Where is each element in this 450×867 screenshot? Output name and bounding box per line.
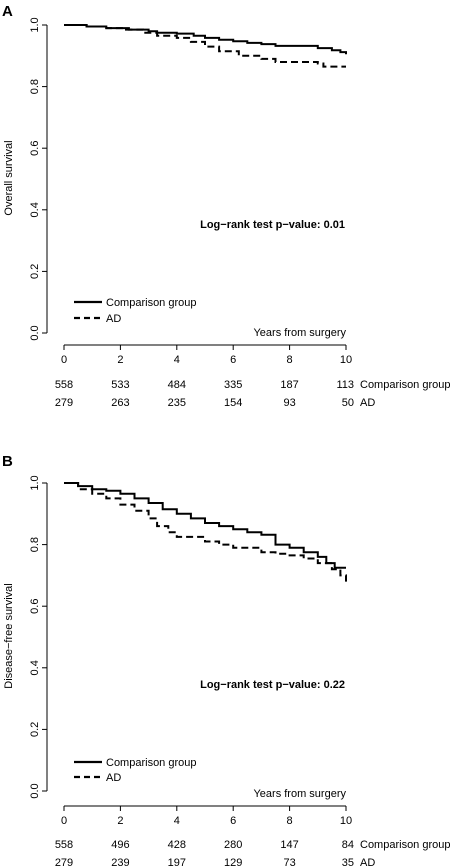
panel-a-risk-value: 187 [280,379,298,391]
panel-b-risk-value: 558 [55,839,73,851]
panel-b-risk-value: 35 [342,857,354,867]
panel-a-risk-value: 533 [111,379,129,391]
panel-b-curve-comparison-group [64,482,346,569]
panel-a-legend: Comparison group AD [74,297,197,325]
panel-b-legend-ad: AD [106,772,121,784]
panel-a-x-tick-label: 10 [340,354,352,366]
panel-b-y-tick-label: 1.0 [29,475,41,490]
panel-b-axes: 0.0 0.2 0.4 0.6 0.8 1.0 0 2 4 6 8 10 [29,475,352,827]
panel-b-risk-value: 84 [342,839,354,851]
panel-b-y-tick-label: 0.0 [29,783,41,798]
panel-b-risk-value: 280 [224,839,242,851]
panel-b-disease-free-survival: B Disease−free survival Log−rank test p−… [2,453,450,867]
panel-a-x-tick-label: 8 [287,354,293,366]
panel-b-risk-value: 496 [111,839,129,851]
panel-a-curves [64,24,347,68]
panel-a-risk-value: 484 [168,379,186,391]
panel-b-x-tick-label: 6 [230,815,236,827]
panel-a-x-axis-title: Years from surgery [253,327,346,339]
panel-b-curves [64,482,347,582]
panel-b-risk-row-label: AD [360,857,375,867]
panel-a-curve-ad [64,24,346,68]
panel-b-x-tick-label: 8 [287,815,293,827]
panel-a-axes: 0.0 0.2 0.4 0.6 0.8 1.0 0 2 4 6 8 10 [29,17,352,366]
panel-a-risk-value: 263 [111,397,129,409]
panel-b-risk-value: 279 [55,857,73,867]
panel-b-risk-value: 239 [111,857,129,867]
panel-b-legend: Comparison group AD [74,757,197,784]
panel-a-y-tick-label: 0.6 [29,141,41,156]
panel-b-y-tick-label: 0.6 [29,599,41,614]
panel-b-risk-value: 197 [168,857,186,867]
panel-b-risk-value: 73 [283,857,295,867]
panel-a-risk-row-label: Comparison group [360,379,450,391]
panel-b-x-tick-label: 4 [174,815,180,827]
panel-a-risk-value: 279 [55,397,73,409]
panel-a-curve-comparison-group [64,24,347,55]
panel-a-x-tick-label: 0 [61,354,67,366]
panel-b-logrank-annotation: Log−rank test p−value: 0.22 [200,679,345,691]
panel-a-risk-value: 235 [168,397,186,409]
panel-a-risk-value: 113 [336,379,354,391]
panel-b-x-tick-label: 0 [61,815,67,827]
panel-b-risk-value: 428 [168,839,186,851]
panel-a-risk-value: 558 [55,379,73,391]
panel-a-y-tick-label: 0.4 [29,202,41,217]
panel-b-x-tick-label: 10 [340,815,352,827]
panel-a-risk-value: 335 [224,379,242,391]
panel-b-y-axis-title: Disease−free survival [3,583,15,688]
panel-b-label: B [2,453,13,470]
panel-b-legend-comparison-group: Comparison group [106,757,197,769]
panel-a-overall-survival: A Overall survival Log−rank test p−value… [2,3,450,409]
panel-b-x-tick-label: 2 [117,815,123,827]
panel-b-y-tick-label: 0.2 [29,722,41,737]
panel-a-legend-ad: AD [106,313,121,325]
panel-a-y-tick-label: 0.8 [29,79,41,94]
panel-a-x-tick-label: 2 [117,354,123,366]
panel-a-risk-value: 93 [283,397,295,409]
panel-a-y-tick-label: 0.0 [29,325,41,340]
panel-b-risk-value: 147 [280,839,298,851]
panel-b-curve-ad [64,482,347,582]
panel-a-logrank-annotation: Log−rank test p−value: 0.01 [200,219,345,231]
panel-a-y-tick-label: 1.0 [29,17,41,32]
panel-a-label: A [2,3,13,20]
panel-b-risk-row-label: Comparison group [360,839,450,851]
panel-a-y-tick-label: 0.2 [29,264,41,279]
panel-b-y-tick-label: 0.8 [29,537,41,552]
panel-a-y-axis-title: Overall survival [3,140,15,215]
panel-b-y-tick-label: 0.4 [29,660,41,675]
panel-a-risk-value: 50 [342,397,354,409]
panel-a-risk-table: 558 533 484 335 187 113 Comparison group 279 263… [55,379,450,409]
panel-b-risk-value: 129 [224,857,242,867]
panel-a-risk-row-label: AD [360,397,375,409]
panel-a-risk-value: 154 [224,397,242,409]
panel-b-risk-table: 558 496 428 280 147 84 Comparison group 279 239 1… [55,839,450,867]
panel-a-x-tick-label: 6 [230,354,236,366]
panel-b-x-axis-title: Years from surgery [253,788,346,800]
panel-a-legend-comparison-group: Comparison group [106,297,197,309]
panel-a-x-tick-label: 4 [174,354,180,366]
